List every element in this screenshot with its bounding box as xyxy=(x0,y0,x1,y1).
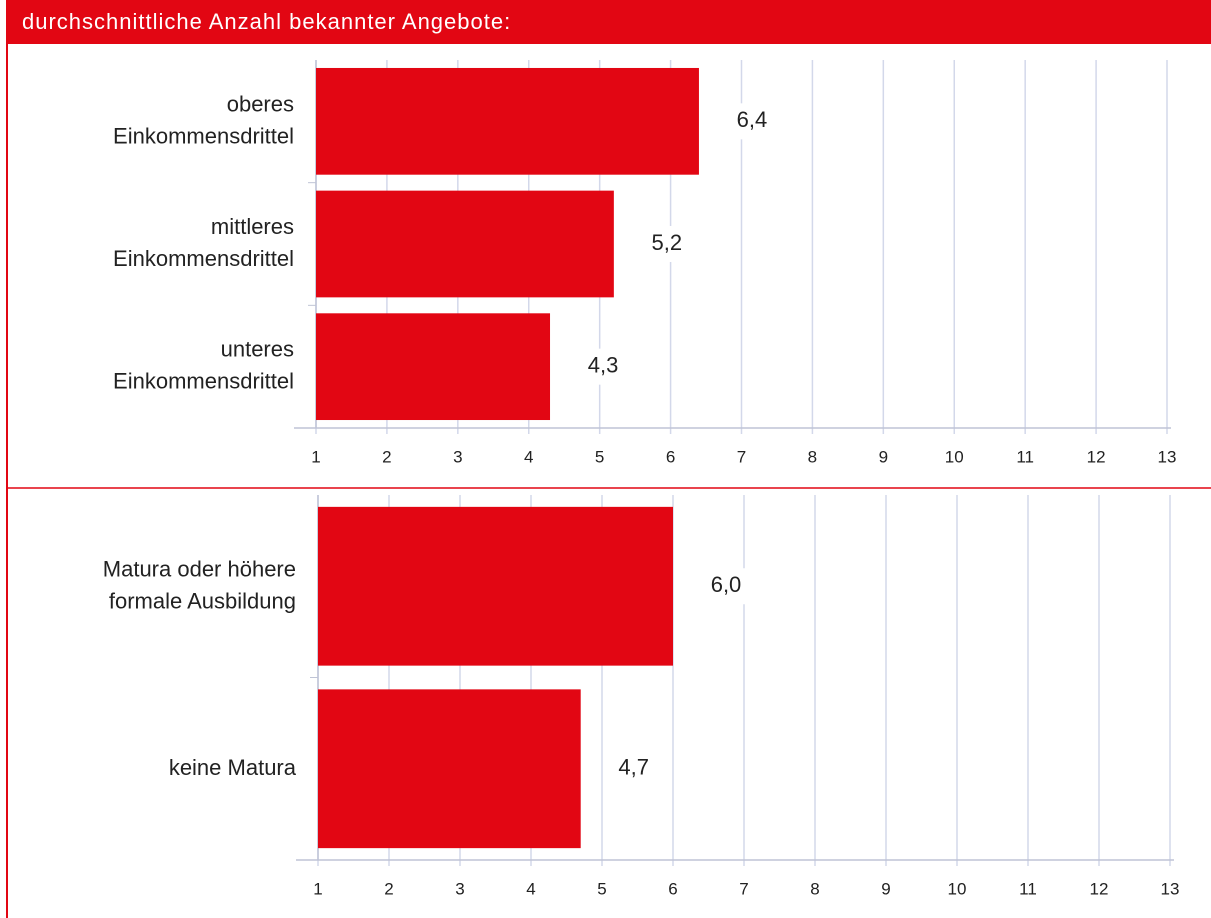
x-tick-label: 12 xyxy=(1090,879,1109,898)
category-label: unteres Einkommensdrittel xyxy=(113,336,294,393)
bar xyxy=(318,689,581,849)
x-tick-label: 6 xyxy=(666,447,675,466)
header-title: durchschnittliche Anzahl bekannter Angeb… xyxy=(22,9,511,34)
x-tick-label: 6 xyxy=(668,879,677,898)
header-band xyxy=(6,0,1211,44)
bar xyxy=(318,506,673,666)
x-tick-label: 2 xyxy=(384,879,393,898)
value-label: 6,4 xyxy=(737,107,768,132)
x-tick-label: 3 xyxy=(453,447,462,466)
value-label: 4,3 xyxy=(588,352,619,377)
x-tick-label: 10 xyxy=(945,447,964,466)
value-label-bg xyxy=(727,103,776,140)
x-tick-label: 7 xyxy=(739,879,748,898)
x-tick-label: 3 xyxy=(455,879,464,898)
x-tick-label: 13 xyxy=(1158,447,1177,466)
value-label-bg xyxy=(642,226,691,262)
x-tick-label: 11 xyxy=(1016,447,1034,466)
x-tick-label: 5 xyxy=(595,447,604,466)
x-tick-label: 1 xyxy=(313,879,322,898)
bar xyxy=(316,313,551,421)
x-tick-label: 2 xyxy=(382,447,391,466)
category-label: Matura oder höhere formale Ausbildung xyxy=(103,556,296,613)
x-tick-label: 4 xyxy=(526,879,535,898)
x-tick-label: 12 xyxy=(1087,447,1106,466)
x-tick-label: 8 xyxy=(808,447,817,466)
x-tick-label: 9 xyxy=(879,447,888,466)
bar xyxy=(316,190,614,298)
value-label: 6,0 xyxy=(711,572,742,597)
value-label-bg xyxy=(609,750,658,787)
category-label: mittleres Einkommensdrittel xyxy=(113,214,294,271)
category-label: oberes Einkommensdrittel xyxy=(113,91,294,148)
x-tick-label: 7 xyxy=(737,447,746,466)
x-tick-label: 11 xyxy=(1019,879,1037,898)
value-label-bg xyxy=(579,348,628,385)
x-tick-label: 1 xyxy=(311,447,320,466)
x-tick-label: 8 xyxy=(810,879,819,898)
value-label: 4,7 xyxy=(618,755,649,780)
value-label: 5,2 xyxy=(652,230,683,255)
value-label-bg xyxy=(702,568,750,605)
x-tick-label: 4 xyxy=(524,447,533,466)
x-tick-label: 13 xyxy=(1161,879,1180,898)
bar xyxy=(316,67,699,175)
category-label: keine Matura xyxy=(169,755,297,780)
x-tick-label: 10 xyxy=(948,879,967,898)
x-tick-label: 9 xyxy=(881,879,890,898)
x-tick-label: 5 xyxy=(597,879,606,898)
